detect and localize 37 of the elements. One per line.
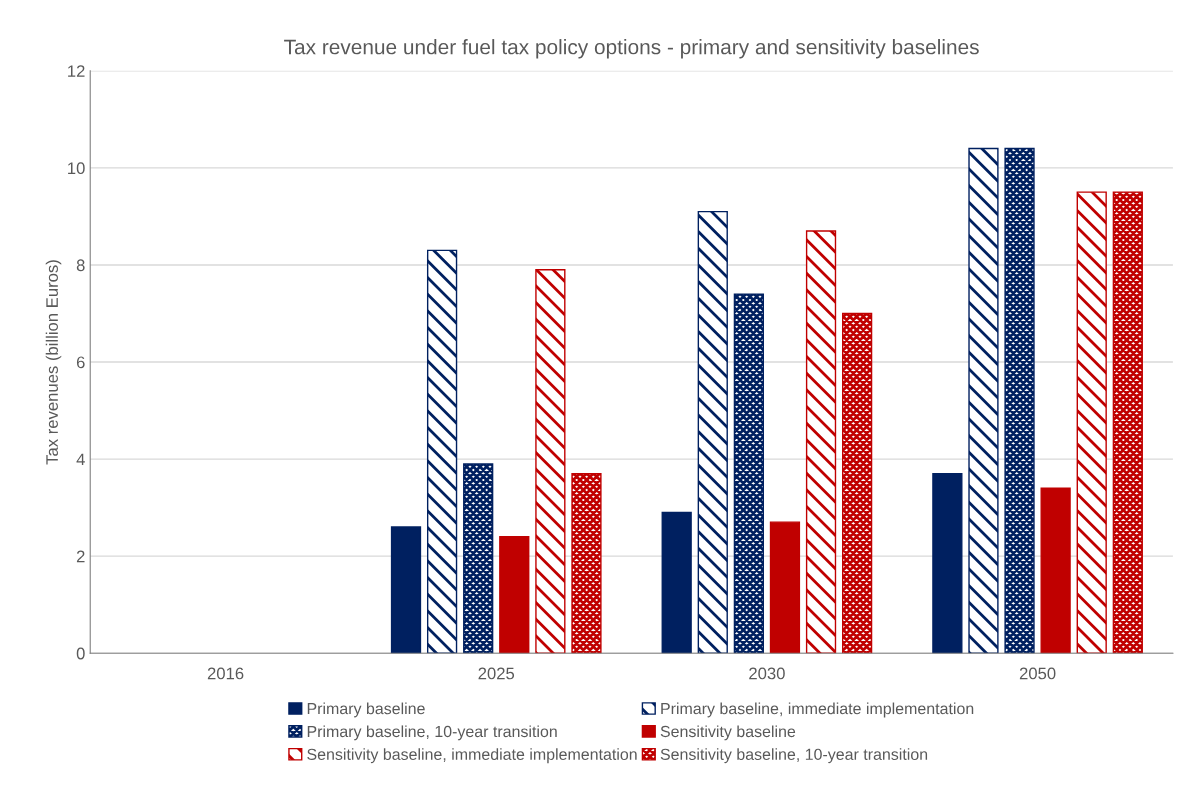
bar (499, 536, 530, 654)
bar (463, 463, 494, 654)
x-tick-label: 2050 (1019, 667, 1056, 680)
bar (571, 472, 602, 654)
bar (842, 312, 873, 654)
y-tick-label: 8 (76, 259, 85, 272)
bar (968, 147, 999, 654)
y-tick-label: 6 (76, 356, 85, 369)
bar (426, 249, 458, 654)
y-tick-label: 0 (76, 647, 85, 660)
x-tick-label: 2030 (749, 667, 785, 680)
legend-label: Primary baseline, immediate implementation (661, 702, 974, 718)
x-tick-label: 2025 (478, 667, 515, 680)
bar (805, 230, 837, 654)
legend-label: Sensitivity baseline, 10-year transition (660, 748, 928, 764)
x-tick-label: 2016 (207, 667, 244, 680)
bar (1040, 487, 1071, 654)
bar (1076, 191, 1107, 654)
y-axis-title: Tax revenues (billion Euros) (45, 260, 62, 465)
y-tick-label: 12 (68, 65, 85, 77)
bar (769, 521, 801, 654)
bar (697, 210, 728, 654)
bar (1004, 147, 1035, 654)
bar (661, 511, 692, 654)
legend-label: Primary baseline (307, 702, 425, 718)
y-tick-label: 4 (76, 453, 85, 466)
bar (932, 472, 963, 654)
bar (535, 269, 566, 654)
y-tick-label: 2 (76, 550, 85, 563)
legend-label: Primary baseline, 10-year transition (307, 725, 557, 741)
bar (390, 526, 422, 654)
legend-label: Sensitivity baseline (660, 725, 796, 741)
bar (1112, 191, 1143, 654)
bar (733, 293, 764, 654)
legend-label: Sensitivity baseline, immediate implementation (307, 748, 637, 764)
y-tick-label: 10 (68, 162, 85, 175)
chart-title: Tax revenue under fuel tax policy options - primary and sensitivity baselines (284, 39, 979, 59)
